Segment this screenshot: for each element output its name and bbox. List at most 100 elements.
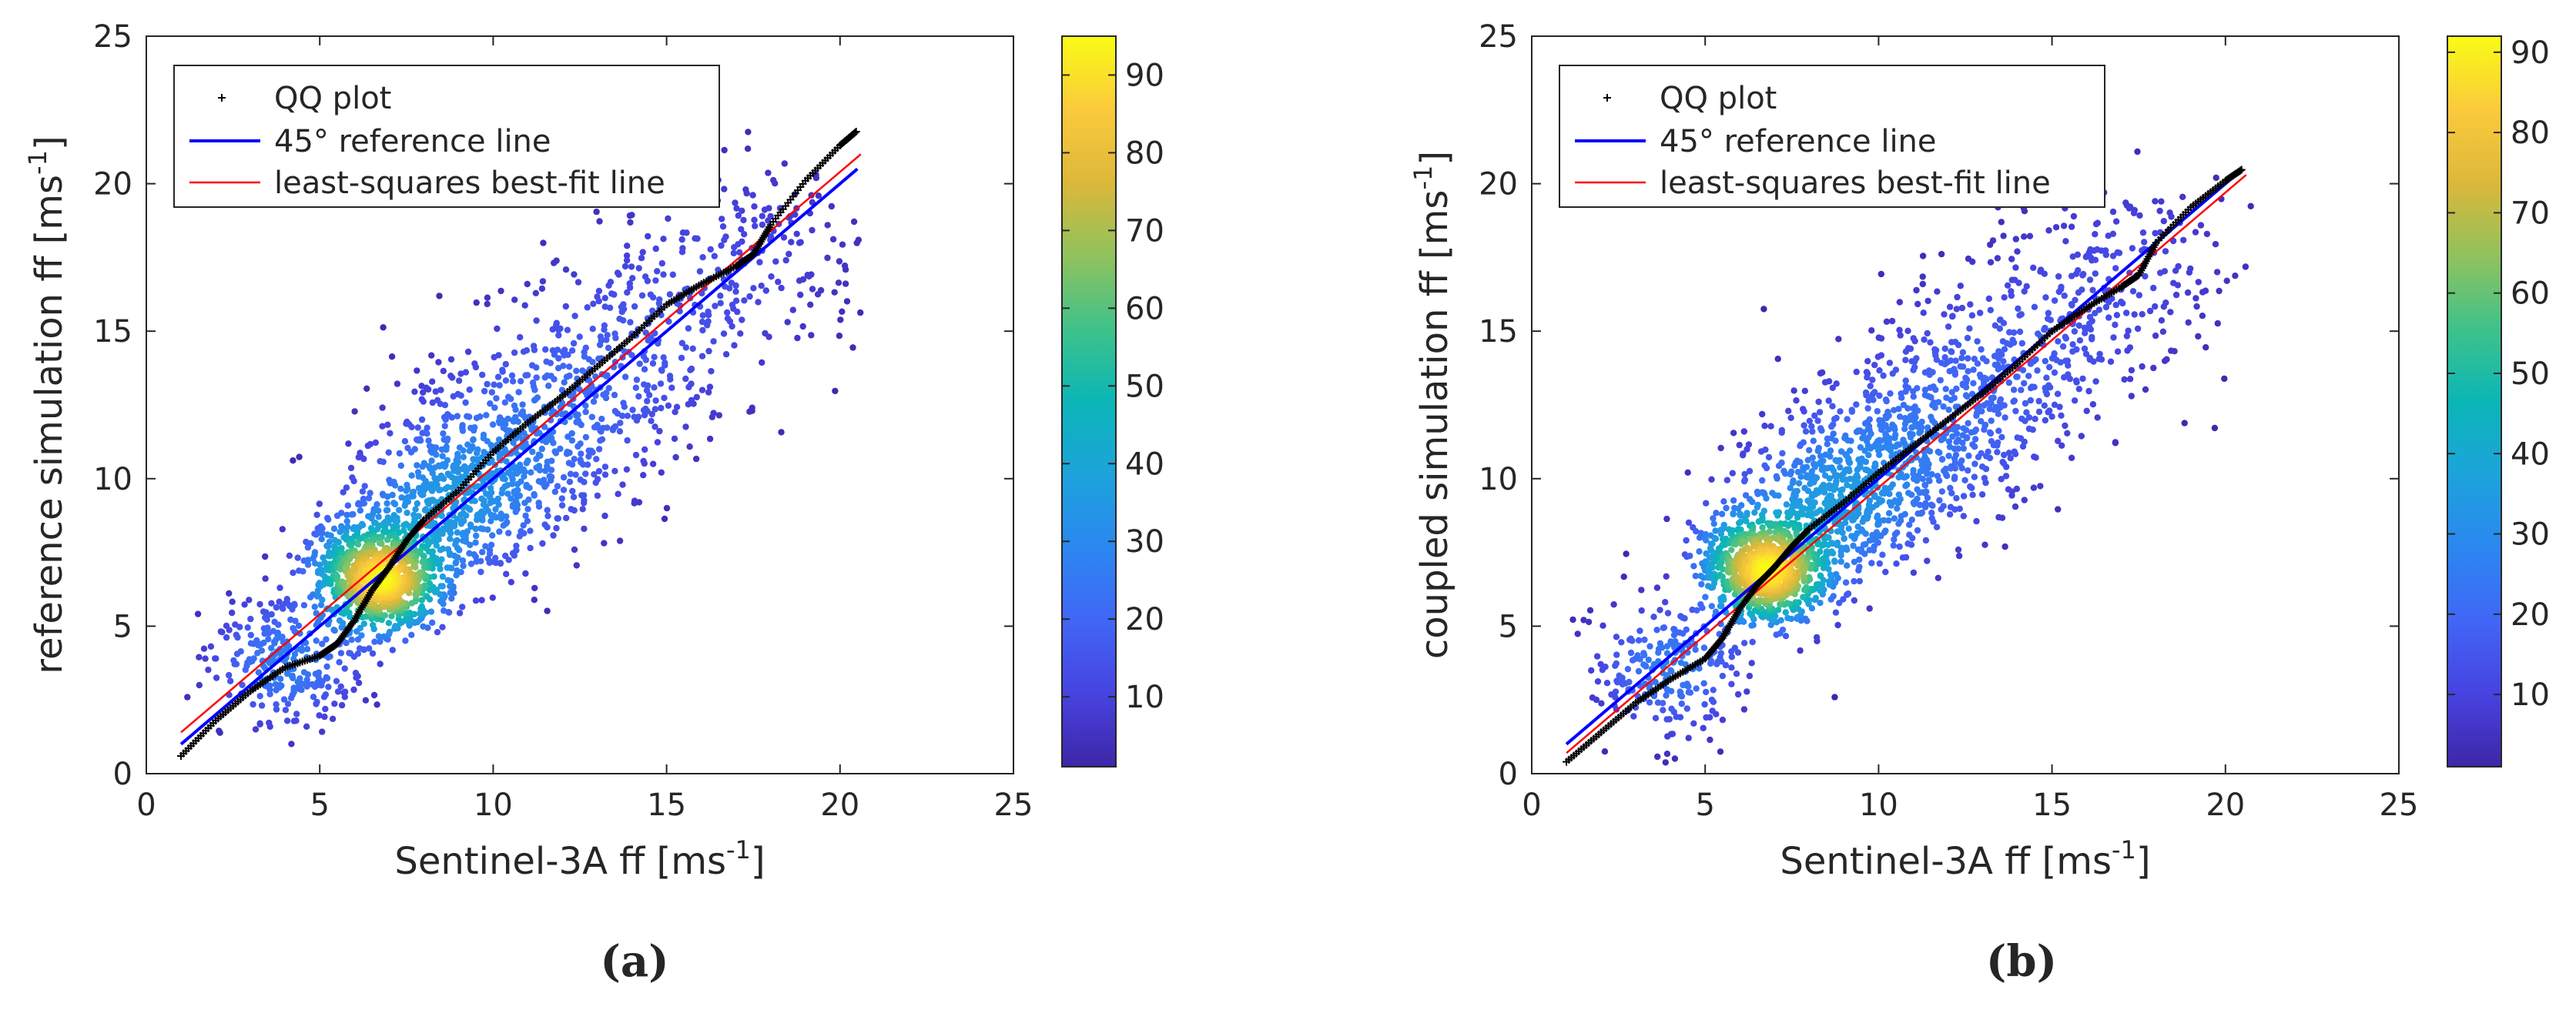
scatter-point [751, 216, 758, 223]
scatter-point [809, 286, 816, 293]
scatter-point [340, 489, 347, 496]
scatter-point [460, 447, 467, 454]
scatter-point [354, 650, 361, 657]
scatter-point [425, 437, 432, 444]
scatter-point [2041, 270, 2048, 277]
scatter-point [1945, 323, 1952, 330]
scatter-point [462, 399, 469, 406]
scatter-point [356, 645, 363, 652]
colorbar-tick-label: 30 [1125, 524, 1164, 560]
scatter-point [2012, 236, 2019, 242]
scatter-point [2152, 332, 2159, 339]
scatter-point [437, 583, 444, 590]
scatter-point [487, 500, 494, 507]
scatter-point [682, 423, 689, 430]
scatter-point [335, 539, 342, 546]
scatter-point [321, 713, 328, 721]
scatter-point [699, 312, 706, 319]
scatter-point [2112, 218, 2120, 225]
scatter-point [2107, 358, 2115, 365]
scatter-point [2167, 309, 2174, 316]
scatter-point [2070, 212, 2078, 220]
scatter-point [1641, 636, 1648, 644]
scatter-point [262, 553, 269, 560]
scatter-point [1730, 430, 1737, 436]
scatter-point [1968, 312, 1976, 319]
scatter-point [573, 367, 580, 374]
scatter-point [1860, 541, 1868, 548]
scatter-point [1806, 446, 1813, 453]
scatter-point [219, 629, 226, 636]
scatter-point [236, 624, 243, 630]
scatter-point [1941, 345, 1948, 353]
scatter-point [2041, 326, 2048, 333]
scatter-point [2083, 407, 2090, 414]
scatter-point [590, 300, 597, 307]
scatter-point [1603, 680, 1611, 687]
scatter-point [809, 226, 816, 234]
scatter-point [1974, 338, 1981, 345]
scatter-point [1948, 389, 1955, 396]
scatter-point [2001, 346, 2008, 353]
scatter-point [500, 522, 507, 529]
scatter-point [1678, 701, 1685, 707]
scatter-point [2018, 339, 2025, 347]
scatter-point [693, 393, 700, 401]
scatter-point [375, 507, 382, 514]
legend-label: QQ plot [274, 81, 391, 116]
scatter-point [717, 299, 724, 306]
scatter-point [2180, 236, 2187, 244]
scatter-point [660, 236, 667, 242]
scatter-point [1998, 433, 2005, 440]
scatter-point [605, 282, 612, 289]
scatter-point [759, 212, 765, 219]
scatter-point [570, 339, 578, 347]
scatter-point [420, 398, 427, 405]
scatter-point [229, 609, 236, 617]
scatter-point [1998, 476, 2005, 483]
scatter-point [499, 486, 506, 493]
scatter-point [464, 348, 472, 356]
scatter-point [1831, 416, 1838, 423]
scatter-point [743, 189, 750, 197]
scatter-point [2134, 325, 2142, 333]
scatter-point [408, 472, 415, 479]
scatter-point [718, 242, 725, 249]
scatter-point [1882, 527, 1889, 534]
scatter-point [1696, 548, 1703, 555]
scatter-point [615, 271, 622, 278]
scatter-point [2055, 437, 2062, 444]
scatter-point [732, 288, 739, 295]
scatter-point [1700, 724, 1707, 731]
scatter-point [313, 698, 320, 706]
scatter-point [629, 275, 636, 282]
scatter-point [467, 521, 474, 528]
scatter-point [2141, 239, 2148, 246]
scatter-point [588, 413, 595, 420]
scatter-point [2121, 376, 2128, 383]
scatter-point [544, 607, 551, 614]
scatter-point [707, 246, 714, 253]
scatter-point [404, 510, 410, 517]
scatter-point [2000, 232, 2007, 239]
scatter-point [429, 399, 436, 406]
scatter-point [276, 584, 283, 591]
scatter-point [710, 410, 717, 416]
scatter-point [2150, 284, 2157, 292]
scatter-point [497, 515, 505, 522]
scatter-point [561, 379, 568, 386]
scatter-point [2071, 397, 2079, 404]
scatter-point [1645, 656, 1652, 664]
scatter-point [442, 485, 449, 493]
scatter-point [663, 504, 671, 512]
scatter-point [2129, 245, 2136, 252]
scatter-point [532, 289, 539, 296]
scatter-point [673, 403, 681, 410]
scatter-point [457, 370, 464, 377]
scatter-point [761, 206, 769, 213]
scatter-point [439, 573, 447, 580]
scatter-point [1941, 467, 1948, 474]
scatter-point [589, 326, 596, 333]
scatter-point [333, 677, 340, 684]
scatter-point [571, 546, 578, 553]
